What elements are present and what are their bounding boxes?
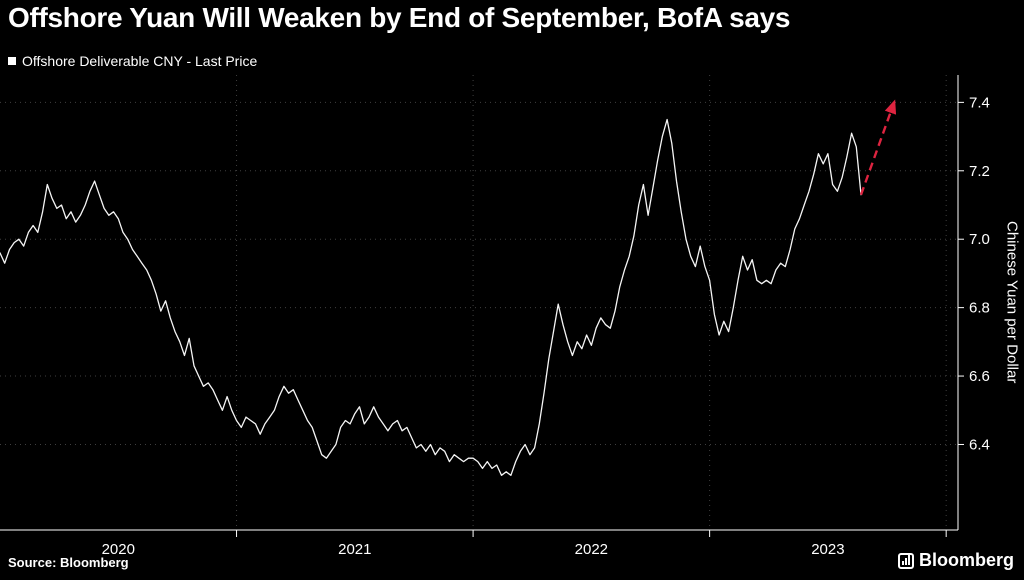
chart-area: 6.4 6.6 6.8 7.0 7.2 7.4 2020 2021 2022 2023 [0,75,1024,575]
legend-label: Offshore Deliverable CNY - Last Price [22,53,258,69]
x-tick-label: 2023 [811,541,844,558]
y-tick-label: 6.4 [969,436,990,453]
x-tick-label: 2022 [575,541,608,558]
forecast-arrow [859,99,897,196]
chart-svg: 6.4 6.6 6.8 7.0 7.2 7.4 2020 2021 2022 2023 [0,75,990,558]
x-tick-label: 2020 [102,541,135,558]
legend-marker-swatch [8,57,16,65]
y-tick-label: 6.6 [969,368,990,385]
source-attribution: Source: Bloomberg [8,555,129,570]
y-tick-label: 7.4 [969,94,990,111]
legend: Offshore Deliverable CNY - Last Price [8,53,257,69]
bloomberg-wordmark: Bloomberg [918,550,1014,570]
axes [0,75,959,531]
y-tick-label: 6.8 [969,300,990,317]
bloomberg-logo: Bloomberg [897,550,1014,571]
price-line [0,118,862,476]
y-tick-label: 7.0 [969,231,990,248]
y-axis-title: Chinese Yuan per Dollar [1003,221,1021,384]
grid-lines [0,75,958,530]
tick-labels: 6.4 6.6 6.8 7.0 7.2 7.4 2020 2021 2022 2023 [102,94,990,558]
bloomberg-terminal-icon [897,552,914,569]
y-tick-label: 7.2 [969,163,990,180]
x-tick-label: 2021 [338,541,371,558]
page-title: Offshore Yuan Will Weaken by End of Sept… [8,2,791,33]
